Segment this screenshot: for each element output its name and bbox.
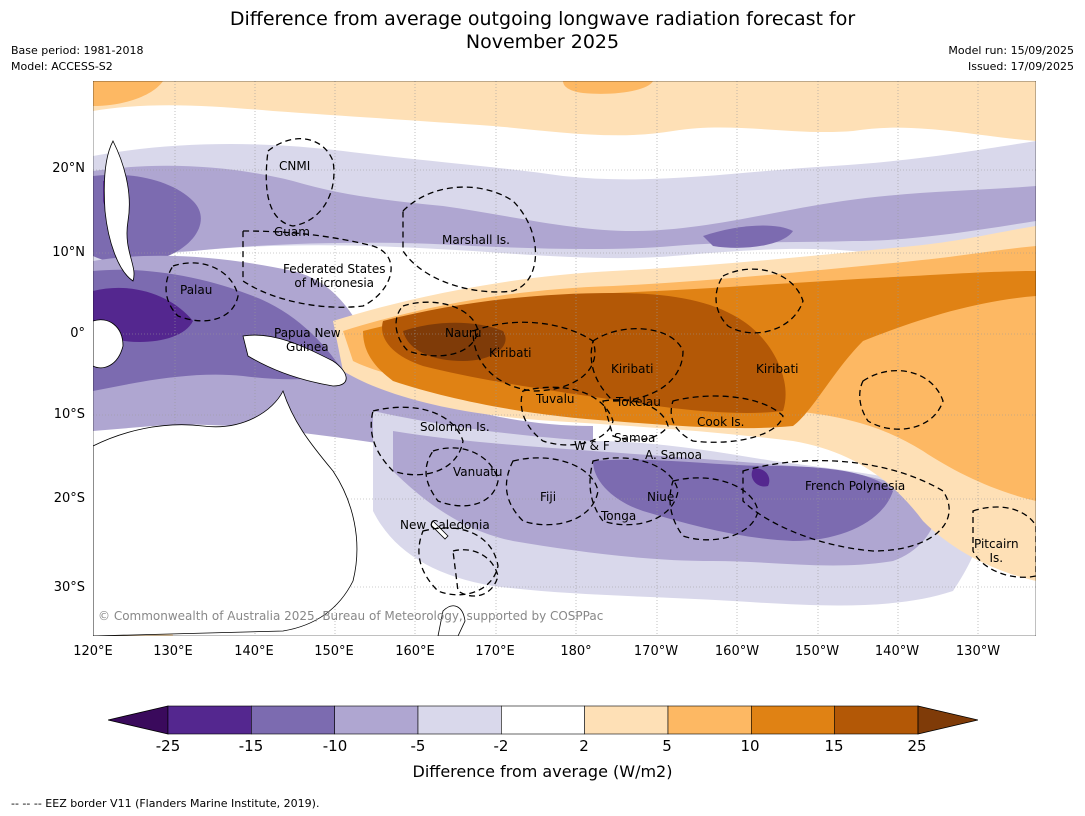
place-label: Vanuatu — [453, 465, 503, 479]
colorbar-tick: -10 — [322, 737, 348, 755]
colorbar-tick: 10 — [740, 737, 760, 755]
place-label: Palau — [180, 283, 213, 297]
philippines-coast — [103, 140, 135, 282]
base-period: Base period: 1981-2018 — [11, 44, 144, 57]
place-label: Solomon Is. — [420, 420, 490, 434]
new-guinea-coast — [242, 334, 347, 387]
meta-left: Base period: 1981-2018 Model: ACCESS-S2 — [11, 43, 143, 75]
new-zealand-coast — [437, 605, 466, 636]
colorbar-bin — [751, 705, 835, 735]
colorbar-bin — [251, 705, 335, 735]
lon-label: 150°W — [794, 644, 840, 659]
eez-footnote: -- -- -- EEZ border V11 (Flanders Marine… — [11, 797, 320, 810]
colorbar-tick: -25 — [155, 737, 181, 755]
place-label: Cook Is. — [697, 415, 745, 429]
negative-anomaly-north-strong-2 — [703, 225, 793, 248]
place-label: Federated States of Micronesia — [283, 262, 386, 290]
place-label: Tokelau — [616, 395, 661, 409]
place-label: New Caledonia — [400, 518, 490, 532]
colorbar-bin — [334, 705, 419, 735]
lon-label: 120°E — [73, 644, 113, 659]
lat-label: 30°S — [53, 580, 85, 595]
colorbar-bin — [584, 705, 669, 735]
map-title: Difference from average outgoing longwav… — [0, 8, 1085, 54]
borneo-coast — [93, 319, 124, 369]
colorbar-bin — [501, 705, 585, 735]
lat-label: 10°N — [52, 245, 85, 260]
colorbar-bin — [667, 705, 752, 735]
coastlines — [93, 140, 466, 636]
colorbar-tick: -2 — [493, 737, 509, 755]
place-label: Kiribati — [489, 346, 532, 360]
colorbar-bin — [167, 705, 252, 735]
place-label: Tonga — [601, 509, 637, 523]
lon-label: 170°E — [475, 644, 515, 659]
colorbar-extend-high — [917, 705, 978, 735]
place-label: Nauru — [445, 326, 482, 340]
place-label: Tuvalu — [536, 392, 575, 406]
place-label: CNMI — [279, 159, 311, 173]
lon-label: 140°E — [234, 644, 274, 659]
place-label: Kiribati — [756, 362, 799, 376]
negative-anomaly-north-mid — [93, 165, 1036, 256]
positive-anomaly-north-core-2 — [563, 81, 653, 94]
colorbar — [108, 705, 978, 735]
place-label: Niue — [647, 490, 675, 504]
model-run: Model run: 15/09/2025 — [948, 44, 1074, 57]
place-label: Guam — [274, 225, 310, 239]
positive-anomaly-north-band — [93, 81, 1036, 141]
model-name: Model: ACCESS-S2 — [11, 60, 113, 73]
colorbar-tick: 25 — [907, 737, 927, 755]
colorbar-extend-low — [108, 705, 169, 735]
lon-label: 150°E — [314, 644, 354, 659]
australia-coast — [93, 389, 358, 636]
lon-label: 140°W — [874, 644, 920, 659]
lon-label: 160°E — [395, 644, 435, 659]
lat-label: 0° — [70, 326, 85, 341]
positive-anomaly-equatorial-core — [382, 293, 786, 413]
lon-label: 130°W — [955, 644, 1001, 659]
place-label: W & F — [574, 439, 610, 453]
lat-label: 20°N — [52, 161, 85, 176]
place-label: Marshall Is. — [442, 233, 510, 247]
colorbar-title: Difference from average (W/m2) — [412, 762, 673, 781]
lat-label: 10°S — [53, 407, 85, 422]
colorbar-tick: 15 — [824, 737, 844, 755]
positive-anomaly-equatorial-peak — [403, 322, 506, 361]
place-label: Samoa — [614, 431, 656, 445]
lon-label: 170°W — [633, 644, 679, 659]
place-label: Fiji — [540, 490, 557, 504]
issued-date: Issued: 17/09/2025 — [967, 60, 1074, 73]
new-caledonia-coast — [430, 520, 449, 540]
copyright-notice: © Commonwealth of Australia 2025, Bureau… — [98, 609, 603, 623]
lon-label: 180° — [560, 644, 592, 659]
positive-anomaly-north-core — [93, 81, 163, 106]
colorbar-tick: -5 — [410, 737, 426, 755]
eez-borders — [165, 138, 1036, 597]
lon-label: 130°E — [153, 644, 193, 659]
meta-right: Model run: 15/09/2025 Issued: 17/09/2025 — [948, 43, 1074, 75]
place-label: Pitcairn Is. — [974, 537, 1019, 565]
title-line-2: November 2025 — [465, 31, 620, 53]
place-label: Papua New Guinea — [274, 326, 341, 354]
colorbar-bin — [417, 705, 502, 735]
lon-label: 160°W — [714, 644, 760, 659]
olr-anomaly-map: © Commonwealth of Australia 2025, Bureau… — [93, 81, 1036, 636]
colorbar-bin — [834, 705, 919, 735]
title-line-1: Difference from average outgoing longwav… — [229, 8, 856, 30]
colorbar-tick: -15 — [238, 737, 264, 755]
place-label: Kiribati — [611, 362, 654, 376]
negative-anomaly-south-core — [751, 468, 770, 487]
place-label: A. Samoa — [645, 448, 702, 462]
colorbar-tick: 2 — [579, 737, 589, 755]
lat-label: 20°S — [53, 491, 85, 506]
place-label: French Polynesia — [805, 479, 906, 493]
colorbar-tick: 5 — [662, 737, 672, 755]
